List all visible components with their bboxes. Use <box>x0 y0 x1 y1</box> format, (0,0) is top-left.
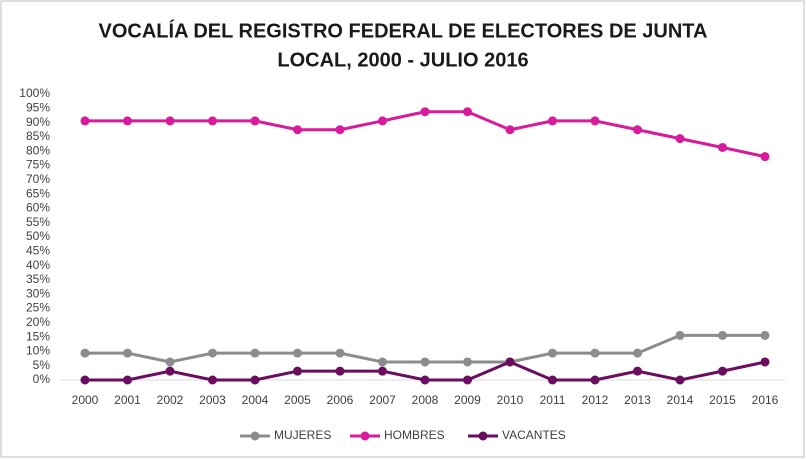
data-point <box>250 375 260 385</box>
data-point <box>548 348 557 358</box>
data-point <box>420 375 430 385</box>
data-point <box>420 107 430 117</box>
data-point <box>718 330 727 340</box>
legend-marker <box>250 431 260 441</box>
y-tick-label: 70% <box>26 172 50 186</box>
data-point <box>335 348 345 358</box>
data-point <box>675 134 685 144</box>
y-tick-label: 90% <box>26 115 50 129</box>
y-tick-label: 95% <box>26 100 50 114</box>
data-point <box>378 357 387 367</box>
y-tick-label: 100% <box>19 86 50 100</box>
y-tick-label: 20% <box>26 315 50 329</box>
y-tick-label: 45% <box>26 243 50 257</box>
y-tick-label: 80% <box>26 143 50 157</box>
data-point <box>675 375 685 385</box>
x-tick-label: 2008 <box>412 393 439 407</box>
legend-marker <box>478 431 488 441</box>
data-point <box>250 116 260 126</box>
data-point <box>378 116 387 126</box>
data-point <box>633 125 642 135</box>
data-point <box>293 366 302 376</box>
y-tick-label: 60% <box>26 201 50 215</box>
data-point <box>590 116 600 126</box>
data-point <box>505 125 515 135</box>
x-tick-label: 2000 <box>72 393 99 407</box>
y-tick-label: 15% <box>26 329 50 343</box>
chart-title: LOCAL, 2000 - JULIO 2016 <box>277 49 528 71</box>
x-tick-label: 2002 <box>157 393 184 407</box>
data-point <box>463 375 472 385</box>
y-tick-label: 85% <box>26 129 50 143</box>
x-tick-label: 2011 <box>540 393 566 407</box>
x-tick-label: 2010 <box>497 393 524 407</box>
x-tick-label: 2015 <box>709 393 736 407</box>
data-point <box>590 348 600 358</box>
data-point <box>208 348 217 358</box>
y-tick-label: 5% <box>33 358 51 372</box>
y-tick-label: 65% <box>26 186 50 200</box>
x-tick-label: 2014 <box>667 393 694 407</box>
legend-label: VACANTES <box>502 428 566 442</box>
data-point <box>420 357 430 367</box>
y-tick-label: 0% <box>33 372 51 386</box>
data-point <box>165 357 175 367</box>
data-point <box>718 366 727 376</box>
data-point <box>80 375 90 385</box>
data-point <box>760 152 770 162</box>
data-point <box>335 366 345 376</box>
data-point <box>123 348 132 358</box>
data-point <box>760 357 770 367</box>
chart-title: VOCALÍA DEL REGISTRO FEDERAL DE ELECTORE… <box>99 19 708 42</box>
data-point <box>505 357 515 367</box>
x-tick-label: 2016 <box>752 393 779 407</box>
data-point <box>165 116 175 126</box>
data-point <box>590 375 600 385</box>
data-point <box>80 348 90 358</box>
x-tick-label: 2001 <box>114 393 141 407</box>
x-tick-label: 2004 <box>242 393 269 407</box>
data-point <box>463 357 472 367</box>
data-point <box>123 375 132 385</box>
y-tick-label: 55% <box>26 215 50 229</box>
data-point <box>548 375 557 385</box>
data-point <box>250 348 260 358</box>
data-point <box>548 116 557 126</box>
x-tick-label: 2003 <box>199 393 226 407</box>
data-point <box>80 116 90 126</box>
y-tick-label: 50% <box>26 229 50 243</box>
y-tick-label: 40% <box>26 258 50 272</box>
legend-label: MUJERES <box>274 428 331 442</box>
x-tick-label: 2012 <box>582 393 609 407</box>
data-point <box>123 116 132 126</box>
legend-label: HOMBRES <box>384 428 445 442</box>
y-tick-label: 25% <box>26 301 50 315</box>
y-tick-label: 35% <box>26 272 50 286</box>
data-point <box>208 116 217 126</box>
data-point <box>633 348 642 358</box>
data-point <box>208 375 217 385</box>
data-point <box>760 330 770 340</box>
y-tick-label: 75% <box>26 158 50 172</box>
x-tick-label: 2006 <box>327 393 354 407</box>
y-tick-label: 30% <box>26 286 50 300</box>
data-point <box>378 366 387 376</box>
data-point <box>633 366 642 376</box>
x-tick-label: 2013 <box>624 393 651 407</box>
data-point <box>463 107 472 117</box>
data-point <box>293 348 302 358</box>
data-point <box>335 125 345 135</box>
data-point <box>293 125 302 135</box>
y-tick-label: 10% <box>26 344 50 358</box>
legend-marker <box>360 431 370 441</box>
x-tick-label: 2009 <box>454 393 481 407</box>
data-point <box>165 366 175 376</box>
x-tick-label: 2007 <box>369 393 396 407</box>
data-point <box>718 142 727 152</box>
x-tick-label: 2005 <box>284 393 311 407</box>
data-point <box>675 330 685 340</box>
